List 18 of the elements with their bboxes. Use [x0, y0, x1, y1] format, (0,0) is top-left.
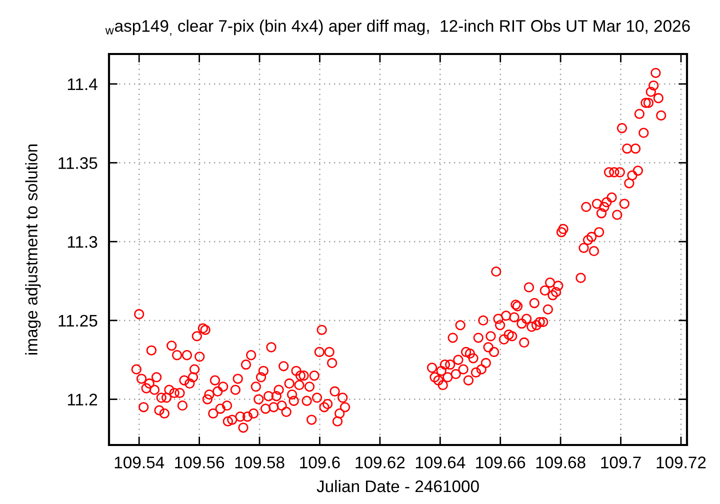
x-tick-label: 109.56 — [175, 456, 224, 468]
y-tick-label: 11.35 — [58, 157, 98, 169]
x-tick-label: 109.62 — [356, 456, 405, 468]
x-tick-label: 109.7 — [601, 456, 641, 468]
x-tick-label: 109.58 — [235, 456, 284, 468]
y-tick-label: 11.4 — [68, 78, 98, 90]
y-axis-title: image adjustment to solution — [25, 144, 41, 354]
x-tick-label: 109.66 — [476, 456, 526, 468]
x-tick-label: 109.68 — [536, 456, 586, 468]
y-tick-label: 11.2 — [68, 394, 98, 406]
x-tick-label: 109.6 — [300, 456, 340, 468]
x-tick-label: 109.72 — [656, 456, 706, 468]
chart-title: $_{w}$asp149$_{,}$ clear 7-pix (bin 4x4) aper diff mag, 12-inch RIT Obs UT Mar 10, 2026 — [105, 20, 690, 36]
x-tick-label: 109.54 — [114, 456, 164, 468]
y-tick-label: 11.3 — [68, 236, 98, 248]
x-axis-title: Julian Date - 2461000 — [316, 480, 479, 492]
x-tick-label: 109.64 — [416, 456, 466, 468]
y-tick-label: 11.25 — [58, 314, 98, 327]
